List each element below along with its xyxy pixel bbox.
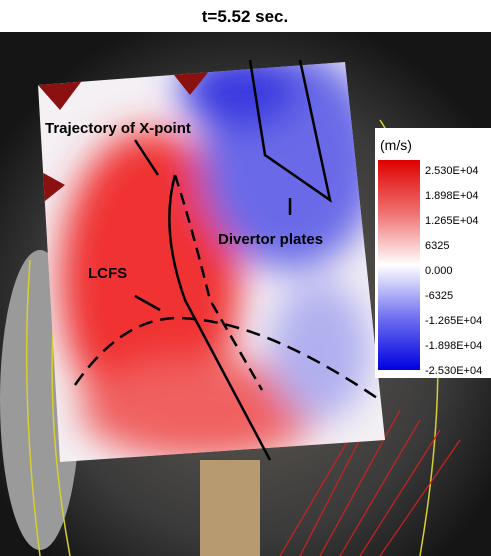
colorbar-label: -6325	[425, 290, 453, 302]
overlay-lines	[73, 59, 381, 461]
colorbar-label: -1.265E+04	[425, 315, 482, 327]
annotation: Divertor plates	[218, 231, 323, 248]
colorbar	[378, 160, 420, 370]
colorbar-label: 6325	[425, 240, 449, 252]
colorbar-label: 1.898E+04	[425, 190, 479, 202]
port	[200, 460, 260, 556]
colorbar-label: 2.530E+04	[425, 165, 479, 177]
title: t=5.52 sec.	[202, 7, 289, 26]
colorbar-label: -2.530E+04	[425, 365, 482, 377]
colorbar-label: 1.265E+04	[425, 215, 479, 227]
annotation: Trajectory of X-point	[45, 120, 191, 137]
colorbar-label: -1.898E+04	[425, 340, 482, 352]
colorbar-unit: (m/s)	[380, 137, 412, 153]
contour-map	[38, 62, 385, 462]
colorbar-label: 0.000	[425, 265, 453, 277]
annotation: LCFS	[88, 265, 127, 282]
